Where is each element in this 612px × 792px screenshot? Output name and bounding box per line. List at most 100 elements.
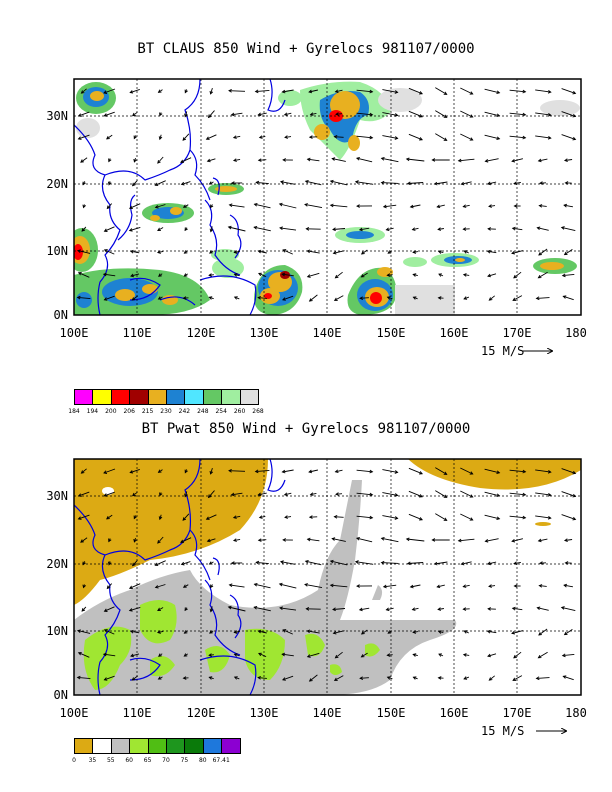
wind-vector-head	[563, 203, 568, 208]
wind-vector	[234, 653, 240, 657]
wind-vector-head	[355, 156, 360, 161]
wind-vector-head	[488, 297, 493, 301]
wind-vector-head	[209, 204, 214, 209]
wind-vector-head	[230, 492, 235, 497]
wind-vector	[104, 606, 115, 612]
wind-vector	[158, 653, 163, 657]
wind-vector	[258, 539, 267, 541]
wind-vector	[78, 491, 90, 497]
wind-vector	[382, 112, 398, 116]
wind-vector-head	[230, 112, 235, 117]
wind-vector-head	[469, 517, 474, 521]
wind-vector-head	[457, 538, 462, 543]
panel1-xlabel-150e: 150E	[376, 326, 406, 340]
wind-vector	[387, 630, 393, 634]
wind-vector	[438, 250, 444, 254]
wind-vector	[228, 470, 246, 472]
wind-vector	[157, 156, 164, 164]
wind-vector	[434, 561, 448, 565]
wind-vector-head	[560, 226, 565, 230]
wind-vector-head	[433, 181, 438, 186]
wind-vector-head	[463, 250, 468, 254]
wind-vector	[78, 272, 90, 278]
panel1-ylabel-10n: 10N	[46, 244, 68, 258]
wind-vector-head	[308, 678, 313, 682]
wind-vector	[334, 136, 344, 138]
wind-vector	[184, 89, 188, 93]
wind-vector-head	[369, 135, 374, 140]
panel1-wind-vectors	[76, 87, 577, 302]
wind-vector	[80, 157, 88, 163]
wind-vector	[412, 607, 419, 611]
wind-vector	[361, 629, 368, 635]
wind-vector	[435, 490, 447, 498]
wind-vector-head	[469, 137, 474, 141]
wind-vector	[335, 469, 343, 473]
wind-vector-head	[561, 653, 566, 658]
wind-vector	[280, 181, 296, 185]
wind-vector-head	[184, 469, 188, 474]
wind-vector-head	[359, 676, 364, 681]
wind-vector-head	[154, 585, 159, 589]
panel1-reference-label: 15 M/S	[481, 344, 525, 358]
wind-vector-head	[159, 492, 163, 497]
wind-vector-head	[462, 607, 467, 611]
wind-vector-head	[535, 676, 540, 681]
wind-vector-head	[360, 631, 365, 635]
wind-vector-head	[128, 585, 133, 589]
wind-vector-head	[308, 89, 313, 94]
wind-vector	[489, 295, 495, 301]
wind-vector	[407, 562, 424, 564]
wind-vector-head	[131, 297, 136, 301]
wind-vector	[408, 133, 423, 141]
wind-vector-head	[208, 273, 212, 277]
wind-vector	[284, 516, 292, 518]
wind-vector-head	[412, 273, 417, 277]
wind-vector	[157, 536, 164, 544]
colorbar-swatch	[184, 738, 204, 754]
wind-vector-head	[133, 135, 137, 140]
wind-vector	[561, 491, 576, 497]
wind-vector	[259, 135, 266, 139]
wind-vector-head	[304, 203, 308, 207]
wind-vector-head	[82, 584, 87, 589]
wind-vector	[207, 158, 216, 162]
wind-vector-head	[205, 136, 210, 140]
wind-vector	[184, 111, 188, 117]
wind-vector-head	[180, 181, 185, 186]
wind-vector	[180, 537, 192, 543]
panel2-xlabel-100e: 100E	[59, 706, 89, 720]
wind-vector	[103, 273, 116, 277]
wind-vector-head	[131, 182, 136, 187]
wind-vector-head	[333, 297, 338, 301]
wind-vector-head	[469, 91, 474, 95]
wind-vector	[463, 676, 470, 680]
wind-vector-head	[522, 89, 527, 94]
wind-vector	[463, 296, 470, 300]
wind-vector	[282, 675, 294, 681]
wind-vector-head	[354, 180, 359, 184]
wind-vector	[487, 250, 497, 254]
wind-vector-head	[183, 250, 188, 254]
wind-vector	[460, 110, 473, 118]
wind-vector-head	[257, 538, 262, 542]
wind-vector-head	[443, 114, 448, 118]
wind-vector-head	[208, 296, 213, 300]
wind-vector-head	[253, 225, 258, 230]
wind-vector	[183, 204, 189, 208]
panel1-frame	[73, 78, 582, 316]
wind-vector	[382, 89, 398, 93]
panel1-xlabel-140e: 140E	[312, 326, 342, 340]
wind-vector-head	[77, 651, 82, 656]
wind-vector	[78, 134, 90, 140]
wind-vector-head	[411, 607, 416, 611]
wind-vector	[104, 295, 115, 301]
wind-vector	[334, 295, 344, 301]
wind-vector	[537, 227, 549, 231]
wind-vector	[108, 158, 111, 162]
wind-vector	[133, 157, 137, 163]
wind-vector	[382, 515, 398, 519]
wind-vector-head	[133, 538, 137, 543]
wind-vector-head	[394, 113, 399, 117]
panel2-xlabel-110e: 110E	[122, 706, 152, 720]
